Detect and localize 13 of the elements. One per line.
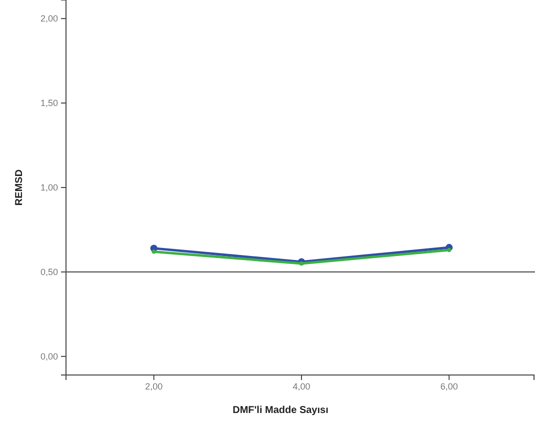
point (299, 261, 304, 266)
x-axis-title: DMF'li Madde Sayısı (232, 405, 329, 416)
y-tick-label: 1,50 (40, 98, 58, 108)
y-tick-label: 1,00 (40, 182, 58, 192)
point (447, 248, 452, 252)
point (152, 250, 156, 254)
y-tick-label: 2,00 (40, 13, 58, 24)
x-tick-label: 2,00 (145, 381, 163, 392)
y-tick-label: 0,00 (40, 351, 58, 362)
y-tick-label: 0,50 (40, 266, 58, 277)
x-tick-label: 6,00 (440, 381, 458, 392)
y-axis-title: REMSD (14, 169, 25, 206)
x-tick-label: 4,00 (292, 381, 310, 392)
